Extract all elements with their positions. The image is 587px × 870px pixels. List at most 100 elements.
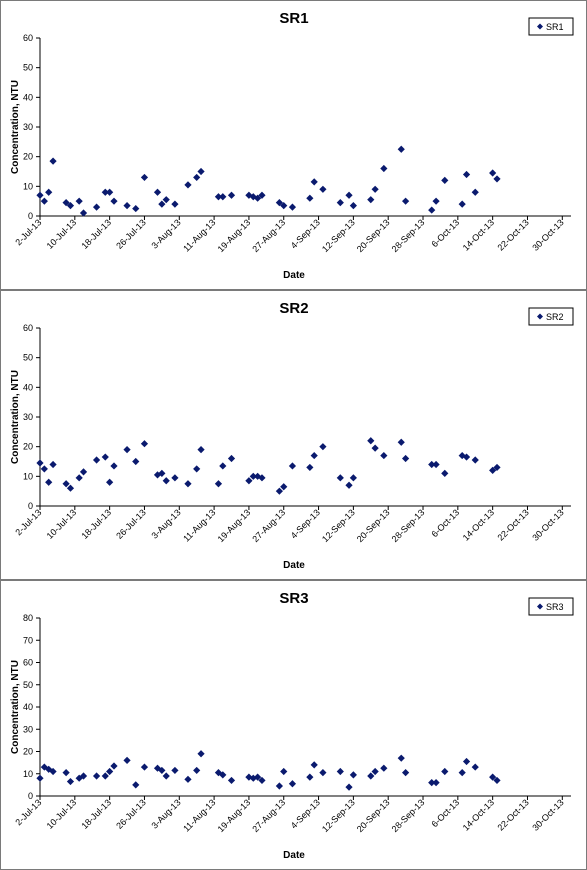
data-point	[40, 465, 48, 473]
data-point	[428, 460, 436, 469]
data-point	[280, 202, 288, 210]
x-axis-label: Date	[283, 850, 305, 861]
x-tick-label: 22-Oct-13	[496, 217, 531, 252]
y-tick-label: 70	[23, 635, 33, 645]
data-point	[132, 204, 140, 213]
data-point	[441, 176, 449, 184]
data-point	[79, 209, 88, 217]
data-point	[49, 157, 57, 165]
x-tick-label: 2-Jul-13	[13, 797, 43, 827]
data-point	[458, 769, 466, 777]
data-point	[280, 483, 288, 491]
data-point	[153, 188, 162, 196]
x-tick-label: 20-Sep-13	[355, 217, 392, 254]
data-point	[306, 194, 314, 202]
data-point	[402, 769, 410, 777]
data-point	[184, 181, 192, 189]
x-tick-label: 3-Aug-13	[149, 217, 182, 250]
x-tick-label: 10-Jul-13	[45, 797, 79, 831]
data-point	[193, 173, 201, 182]
data-point	[471, 188, 479, 196]
chart-panel-sr2: SR2 0 10 20 30 40 50 60 2-Jul-13 10-Jul-13 18-Jul-…	[0, 290, 587, 580]
x-tick-label: 22-Oct-13	[496, 507, 531, 542]
data-point	[110, 197, 118, 205]
data-point	[140, 440, 149, 448]
data-point	[493, 175, 501, 183]
data-point	[319, 769, 327, 777]
y-axis-label: Concentration, NTU	[10, 660, 21, 754]
x-tick-label: 27-Aug-13	[250, 797, 287, 834]
x-tick-label: 20-Sep-13	[355, 507, 392, 544]
x-tick-label: 10-Jul-13	[45, 507, 79, 541]
x-tick-label: 28-Sep-13	[390, 797, 427, 834]
data-point	[158, 200, 166, 208]
chart-title: SR1	[279, 10, 308, 27]
y-tick-label: 50	[23, 63, 33, 73]
data-point	[162, 196, 170, 204]
data-point	[132, 781, 140, 789]
data-point	[275, 199, 283, 207]
legend-marker	[537, 603, 543, 610]
chart-svg-sr3: SR3 0 10 20 30 40 50 60 70 80 2-Jul-13 10-Jul-13 18-…	[10, 590, 574, 861]
data-point	[462, 453, 471, 461]
data-point	[66, 777, 75, 786]
y-tick-label: 10	[23, 181, 33, 191]
data-point	[380, 764, 388, 772]
data-point	[345, 191, 353, 199]
data-point	[288, 203, 297, 211]
x-tick-label: 6-Oct-13	[429, 507, 461, 539]
x-tick-label: 14-Oct-13	[461, 217, 496, 252]
data-point	[471, 456, 479, 464]
data-point	[40, 197, 48, 205]
data-point	[428, 206, 436, 214]
x-tick-label: 19-Aug-13	[216, 507, 253, 544]
data-point	[227, 191, 236, 199]
data-point	[319, 185, 327, 193]
data-point	[319, 443, 327, 451]
data-point	[162, 477, 170, 485]
data-point	[106, 767, 114, 776]
data-point	[432, 779, 440, 787]
data-point	[310, 178, 318, 186]
data-point	[336, 199, 344, 207]
x-tick-label: 11-Aug-13	[181, 507, 217, 543]
y-tick-label: 20	[23, 442, 33, 452]
y-tick-label: 10	[23, 769, 33, 779]
data-point	[197, 446, 205, 454]
x-tick-label: 18-Jul-13	[79, 217, 113, 251]
data-point	[471, 763, 479, 771]
data-point	[275, 782, 283, 790]
data-point	[367, 437, 375, 445]
x-tick-label: 14-Oct-13	[461, 507, 496, 542]
legend-marker	[537, 23, 543, 30]
chart-panel-sr3: SR3 0 10 20 30 40 50 60 70 80 2-Jul-13 10-Jul-13 18-…	[0, 580, 587, 870]
x-tick-label: 18-Jul-13	[79, 507, 113, 541]
data-point	[345, 481, 353, 489]
data-point	[489, 169, 497, 177]
data-point	[310, 761, 318, 769]
data-point	[106, 478, 114, 486]
y-tick-label: 20	[23, 747, 33, 757]
data-point	[75, 774, 83, 782]
data-point	[227, 776, 236, 785]
data-point	[49, 460, 57, 469]
data-point	[193, 465, 201, 473]
y-tick-label: 0	[28, 501, 33, 511]
data-point	[66, 202, 75, 210]
x-tick-label: 6-Oct-13	[429, 217, 461, 249]
legend-box	[528, 597, 574, 616]
data-point	[367, 196, 375, 204]
data-point	[92, 772, 101, 780]
data-point	[184, 775, 192, 783]
data-point	[288, 462, 297, 470]
y-tick-label: 30	[23, 724, 33, 734]
legend: SR1	[528, 17, 574, 36]
data-point	[306, 463, 314, 472]
data-point	[106, 188, 114, 196]
data-point	[92, 203, 101, 211]
data-point	[371, 444, 379, 452]
y-axis-label: Concentration, NTU	[10, 80, 21, 174]
y-tick-label: 60	[23, 323, 33, 333]
data-point	[336, 767, 344, 776]
data-point	[349, 202, 357, 210]
